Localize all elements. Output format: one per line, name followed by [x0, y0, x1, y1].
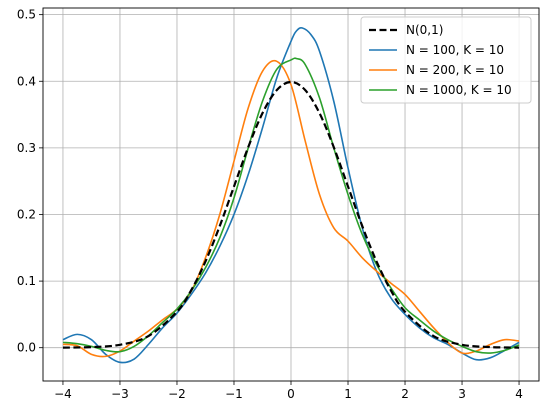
legend-box — [360, 16, 532, 104]
axes: −4 −3 −2 −1 0 1 2 3 4 0.0 0.1 0.2 0.3 0.4 0.5 — [17, 8, 523, 401]
series-line-n-100-k-10 — [62, 27, 520, 364]
y-tick-label: 0.3 — [17, 141, 36, 155]
x-tick-label: −1 — [225, 387, 243, 401]
y-tick-label: 0.2 — [17, 207, 36, 221]
series-line-n-1000-k-10 — [62, 57, 520, 354]
x-tick-label: 3 — [458, 387, 466, 401]
legend-label: N = 1000, K = 10 — [406, 83, 512, 97]
x-tick-label: −3 — [111, 387, 129, 401]
x-tick-label: −2 — [168, 387, 186, 401]
y-tick-label: 0.5 — [17, 8, 36, 22]
x-tick-label: 4 — [515, 387, 523, 401]
series-line-n-0-1 — [62, 80, 520, 349]
legend-label: N = 100, K = 10 — [406, 43, 504, 57]
series-lines — [62, 27, 520, 364]
series-line-n-200-k-10 — [62, 59, 520, 358]
y-tick-label: 0.0 — [17, 341, 36, 355]
x-tick-label: 2 — [401, 387, 409, 401]
legend-label: N = 200, K = 10 — [406, 63, 504, 77]
y-tick-label: 0.1 — [17, 274, 36, 288]
y-tick-label: 0.4 — [17, 74, 36, 88]
legend: N(0,1) N = 100, K = 10 N = 200, K = 10 N = … — [360, 16, 532, 104]
x-tick-label: −4 — [54, 387, 72, 401]
x-tick-label: 0 — [287, 387, 295, 401]
legend-label: N(0,1) — [406, 23, 443, 37]
x-tick-label: 1 — [344, 387, 352, 401]
